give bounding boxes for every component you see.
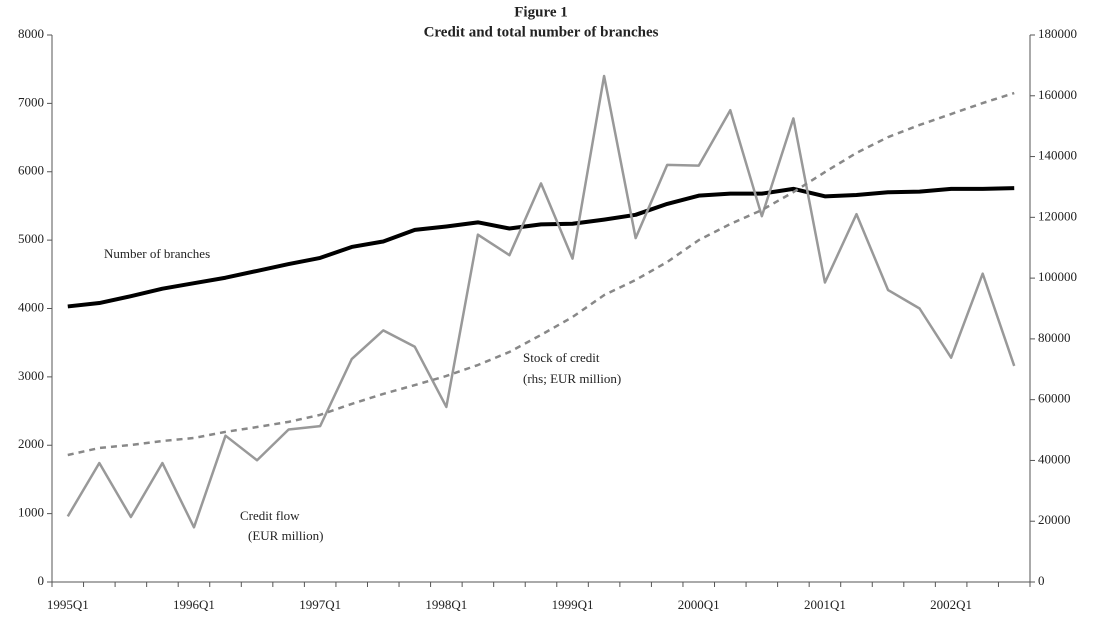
y-tick-label: 0 xyxy=(38,573,45,588)
series-line xyxy=(67,91,1015,457)
y2-tick-label: 80000 xyxy=(1038,330,1071,345)
x-tick-label: 1997Q1 xyxy=(299,597,341,612)
y-tick-label: 3000 xyxy=(18,368,44,383)
y-tick-label: 4000 xyxy=(18,299,44,314)
x-tick-label: 1999Q1 xyxy=(552,597,594,612)
y-tick-label: 5000 xyxy=(18,231,44,246)
y2-tick-label: 20000 xyxy=(1038,512,1071,527)
x-tick-label: 2002Q1 xyxy=(930,597,972,612)
y2-tick-label: 60000 xyxy=(1038,391,1071,406)
y-tick-label: 1000 xyxy=(18,505,44,520)
x-tick-label: 2001Q1 xyxy=(804,597,846,612)
y2-tick-label: 40000 xyxy=(1038,451,1071,466)
annotation: (rhs; EUR million) xyxy=(523,371,621,386)
y2-tick-label: 140000 xyxy=(1038,148,1077,163)
y2-tick-label: 120000 xyxy=(1038,208,1077,223)
y2-tick-label: 180000 xyxy=(1038,26,1077,41)
y-tick-label: 8000 xyxy=(18,26,44,41)
y2-tick-label: 100000 xyxy=(1038,269,1077,284)
y-tick-label: 6000 xyxy=(18,163,44,178)
y2-tick-label: 0 xyxy=(1038,573,1045,588)
y-tick-label: 2000 xyxy=(18,436,44,451)
chart-subtitle: Credit and total number of branches xyxy=(424,24,659,40)
y2-tick-label: 160000 xyxy=(1038,87,1077,102)
series-line xyxy=(67,186,1015,309)
annotation: (EUR million) xyxy=(248,528,323,543)
x-tick-label: 2000Q1 xyxy=(678,597,720,612)
y-tick-label: 7000 xyxy=(18,94,44,109)
annotation: Stock of credit xyxy=(523,350,600,365)
annotation: Credit flow xyxy=(240,508,300,523)
annotation: Number of branches xyxy=(104,246,210,261)
series-line xyxy=(66,74,1016,529)
x-tick-label: 1995Q1 xyxy=(47,597,89,612)
chart-title: Figure 1 xyxy=(514,4,567,20)
x-tick-label: 1996Q1 xyxy=(173,597,215,612)
x-tick-label: 1998Q1 xyxy=(425,597,467,612)
